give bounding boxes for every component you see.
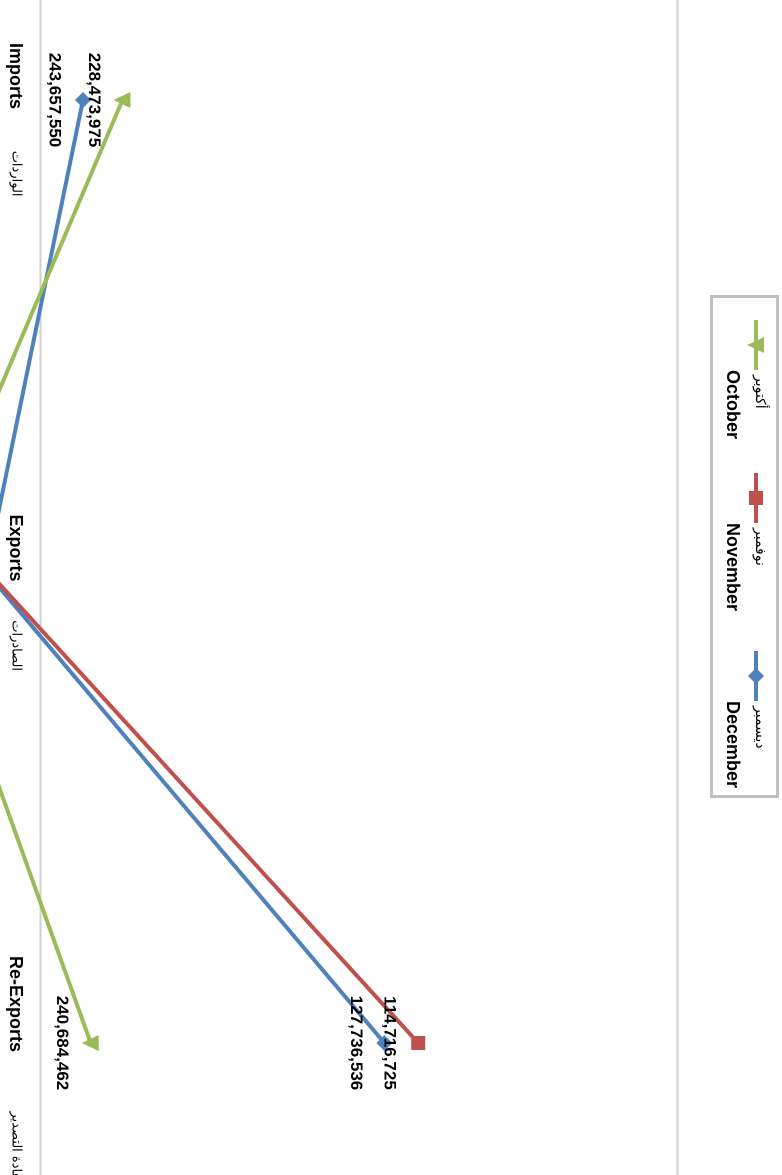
data-label-november-2: 114,716,725 <box>381 996 400 1090</box>
category-axis: Imports الواردات Exports الصادرات Re-Exports… <box>6 43 26 1175</box>
category-label-0: Imports <box>6 43 26 109</box>
data-point-december-0 <box>74 92 91 108</box>
category-label-2: Re-Exports <box>6 956 26 1052</box>
data-label-october-0: 228,473,975 <box>85 53 104 148</box>
legend: أكتوبر October نوفمبر November ديسمبر Decembe… <box>710 295 779 798</box>
legend-label-ar-october: أكتوبر <box>752 374 770 409</box>
data-labels: 243,657,550280,887,928127,736,536288,387… <box>45 53 400 1091</box>
category-label-1: Exports <box>6 514 26 581</box>
data-point-november-2 <box>411 1036 426 1050</box>
series-layer <box>0 92 426 1051</box>
legend-marker-october <box>747 337 764 353</box>
data-point-december-2 <box>376 1035 393 1051</box>
legend-label-ar-december: ديسمبر <box>752 705 768 749</box>
series-line-december <box>0 99 386 1045</box>
data-label-december-2: 127,736,536 <box>347 996 366 1091</box>
data-label-december-0: 243,657,550 <box>45 53 64 148</box>
legend-label-october: October <box>723 370 743 439</box>
legend-label-december: December <box>723 701 743 788</box>
data-label-october-2: 240,684,462 <box>53 996 72 1091</box>
legend-marker-november <box>749 491 763 505</box>
data-point-october-2 <box>81 1035 99 1051</box>
series-line-november <box>0 581 420 1045</box>
series-line-october <box>0 99 125 1044</box>
legend-label-ar-november: نوفمبر <box>752 527 768 566</box>
legend-box <box>710 295 779 798</box>
data-point-october-0 <box>113 92 131 108</box>
plot-area <box>39 0 679 1175</box>
legend-marker-december <box>748 668 764 684</box>
category-label-ar-0: الواردات <box>9 151 24 197</box>
legend-label-november: November <box>723 523 743 611</box>
category-label-ar-2: إعادة التصدير <box>9 1110 24 1175</box>
category-label-ar-1: الصادرات <box>9 620 24 671</box>
